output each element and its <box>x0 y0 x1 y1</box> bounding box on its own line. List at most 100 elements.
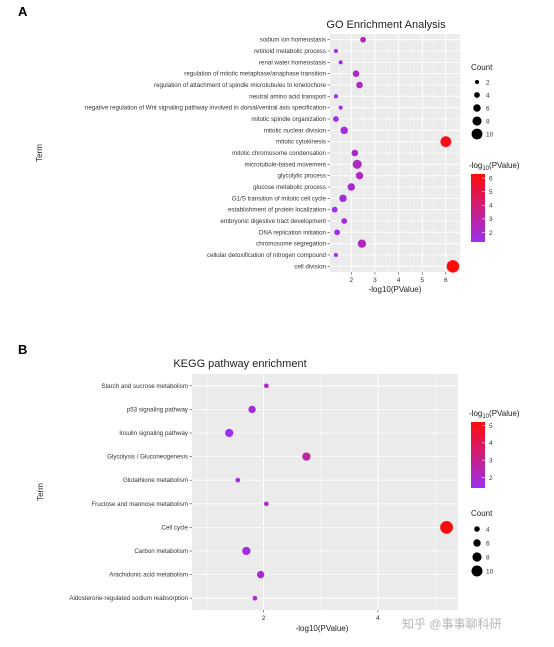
data-points-a <box>331 36 460 273</box>
data-point <box>331 206 338 213</box>
y-tick-label: mitotic nuclear division <box>264 127 327 134</box>
y-tick-label: glucose metabolic process <box>253 184 326 191</box>
y-tick-label: embryonic digestive tract development <box>220 218 326 225</box>
y-tick-label: negative regulation of Wnt signaling pat… <box>85 105 327 112</box>
size-legend-title-b: Count <box>471 509 493 518</box>
y-tick-label: DNA replication initiation <box>259 229 327 236</box>
data-point <box>225 428 234 438</box>
color-bar-label: 2 <box>489 230 493 237</box>
y-tick-label: microtubule-based movement <box>244 161 326 168</box>
y-axis-title-a: Term <box>35 144 44 162</box>
data-point <box>264 383 269 389</box>
y-tick-label: Arachidonic acid metabolism <box>109 572 188 579</box>
data-point <box>264 501 269 507</box>
y-tick-label: Glutathione metabolism <box>123 477 188 484</box>
x-tick-label: 6 <box>444 277 448 284</box>
data-point <box>338 105 343 110</box>
size-legend-key <box>471 565 483 577</box>
gridlines-a <box>330 34 460 272</box>
data-point <box>355 171 364 180</box>
data-point <box>351 149 359 157</box>
y-tick-label: chromosome segregation <box>256 241 326 248</box>
y-tick-label: cell division <box>294 263 326 270</box>
y-tick-label: G1/S transition of mitotic cell cycle <box>232 195 327 202</box>
data-point <box>256 570 265 579</box>
size-legend-key <box>473 104 481 112</box>
size-legend-key <box>474 79 480 85</box>
data-point <box>352 70 360 77</box>
data-point <box>333 94 338 99</box>
y-tick-label: cellular detoxification of nitrogen comp… <box>207 252 327 259</box>
y-tick-label: establishment of protein localization <box>228 207 327 214</box>
x-tick-label: 4 <box>397 277 401 284</box>
size-legend-key <box>471 128 483 140</box>
y-tick-label: Insulin signaling pathway <box>119 430 189 437</box>
color-legend-a: -log10(PValue) 6 5 4 3 2 <box>469 161 520 242</box>
color-legend-b: -log10(PValue) 5 4 3 2 <box>469 409 520 488</box>
color-bar-label: 4 <box>489 203 493 210</box>
data-points-b <box>225 383 453 601</box>
y-tick-label: mitotic spindle organization <box>251 116 326 123</box>
y-tick-label: sodium ion homeostasis <box>260 37 326 44</box>
y-tick-label: Fructose and mannose metabolism <box>91 501 188 508</box>
data-point <box>347 183 355 191</box>
size-legend-key <box>472 116 482 126</box>
panel-label-a: A <box>18 4 28 19</box>
color-bar-label: 5 <box>489 189 493 196</box>
x-axis-title-a: -log10(PValue) <box>369 285 422 294</box>
color-legend-title-a: -log10(PValue) <box>469 161 520 172</box>
x-tick-label: 5 <box>420 277 424 284</box>
data-point <box>440 521 453 534</box>
chart-title-a: GO Enrichment Analysis <box>326 19 446 31</box>
x-tick-label: 2 <box>262 615 266 622</box>
size-legend-a: Count 2 4 6 8 10 <box>471 63 494 140</box>
data-point <box>446 260 460 273</box>
color-bar-a <box>471 174 485 242</box>
data-point <box>252 595 258 601</box>
data-point <box>302 452 311 461</box>
data-point <box>440 136 452 148</box>
size-legend-key <box>474 92 480 98</box>
y-tick-label: p53 signaling pathway <box>127 406 189 413</box>
size-legend-label: 10 <box>486 131 494 138</box>
data-point <box>334 229 340 236</box>
size-legend-b: Count 4 6 8 10 <box>471 509 494 577</box>
y-tick-labels-b: Starch and sucrose metabolism p53 signali… <box>69 383 192 602</box>
y-tick-label: neutral amino acid transport <box>249 93 326 100</box>
y-tick-label: renal water homeostasis <box>259 59 326 66</box>
y-tick-label: Glycolysis / Gluconeogenesis <box>107 454 188 461</box>
x-tick-label: 3 <box>373 277 377 284</box>
size-legend-title-a: Count <box>471 63 493 72</box>
size-legend-label: 4 <box>486 92 490 99</box>
data-point <box>356 81 363 89</box>
data-point <box>339 194 347 203</box>
color-bar-label: 5 <box>489 423 493 430</box>
chart-title-b: KEGG pathway enrichment <box>173 358 306 370</box>
y-tick-label: Aldosterone-regulated sodium reabsorptio… <box>69 595 188 602</box>
kegg-enrichment-panel: B KEGG pathway enrichment Starch and suc… <box>18 342 520 633</box>
size-legend-label: 8 <box>486 554 490 561</box>
size-legend-label: 6 <box>486 105 490 112</box>
x-axis-title-b: -log10(PValue) <box>296 624 349 633</box>
x-tick-label: 2 <box>349 277 353 284</box>
data-point <box>248 405 256 414</box>
color-legend-title-b: -log10(PValue) <box>469 409 520 420</box>
size-legend-label: 10 <box>486 568 494 575</box>
y-tick-label: retinoid metabolic process <box>254 48 326 55</box>
go-enrichment-panel: A GO Enrichment Analysis sodium ion home… <box>18 4 520 294</box>
data-point <box>340 126 348 135</box>
data-point <box>235 477 241 483</box>
y-tick-label: mitotic chromosome condensation <box>232 150 326 157</box>
data-point <box>242 546 251 556</box>
color-bar-label: 2 <box>489 475 493 482</box>
color-bar-label: 3 <box>489 216 493 223</box>
y-tick-label: glycolytic process <box>278 173 327 180</box>
size-legend-key <box>472 552 482 562</box>
panel-label-b: B <box>18 342 27 357</box>
data-point <box>333 252 338 258</box>
data-point <box>352 159 362 169</box>
data-point <box>338 60 343 65</box>
size-legend-label: 2 <box>486 79 490 86</box>
data-point <box>357 239 367 248</box>
